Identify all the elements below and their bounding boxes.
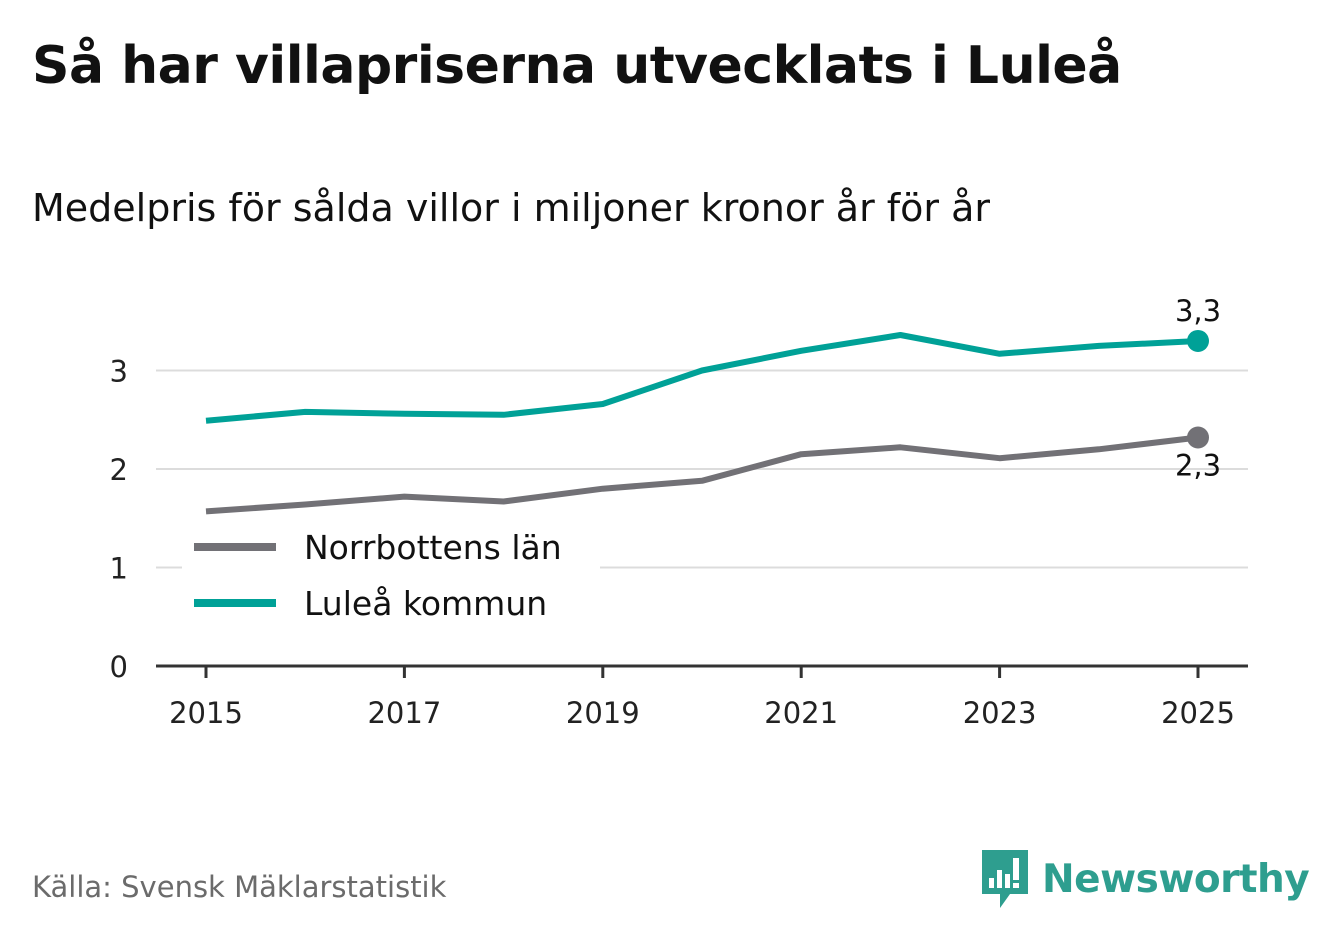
chart-title: Så har villapriserna utvecklats i Luleå <box>32 36 1122 96</box>
y-axis-ticks: 0 1 2 3 <box>110 355 128 685</box>
end-label-1: 3,3 <box>1175 294 1221 328</box>
y-tick-label-3: 3 <box>110 355 128 389</box>
x-tick-label-2017: 2017 <box>367 696 441 730</box>
newsworthy-logo-icon <box>982 850 1028 908</box>
x-tick-label-2025: 2025 <box>1161 696 1235 730</box>
x-tick-label-2021: 2021 <box>764 696 838 730</box>
end-labels: 2,3 3,3 <box>1175 294 1221 483</box>
legend-background <box>182 524 600 628</box>
x-tick-label-2023: 2023 <box>963 696 1037 730</box>
series-line-norrbottens-lan <box>205 434 1199 515</box>
y-tick-label-0: 0 <box>110 650 128 684</box>
legend: Norrbottens län Luleå kommun <box>182 524 600 628</box>
data-point-1-2025 <box>1187 329 1209 352</box>
series-line-lulea-kommun <box>205 332 1199 424</box>
legend-label-1: Luleå kommun <box>304 584 547 623</box>
x-tick-label-2015: 2015 <box>169 696 243 730</box>
brand-logo[interactable]: Newsworthy <box>980 848 1310 910</box>
source-note: Källa: Svensk Mäklarstatistik <box>32 870 447 904</box>
legend-label-0: Norrbottens län <box>304 528 562 567</box>
x-axis-ticks: 2015 2017 2019 2021 2023 2025 <box>169 666 1235 730</box>
series-layer <box>205 329 1209 515</box>
y-tick-label-1: 1 <box>110 552 128 586</box>
end-label-0: 2,3 <box>1175 448 1221 482</box>
y-tick-label-2: 2 <box>110 453 128 487</box>
brand-name: Newsworthy <box>1042 856 1310 902</box>
chart-subtitle: Medelpris för sålda villor i miljoner kr… <box>32 186 991 230</box>
data-point-0-2025 <box>1187 426 1209 449</box>
x-tick-label-2019: 2019 <box>566 696 640 730</box>
